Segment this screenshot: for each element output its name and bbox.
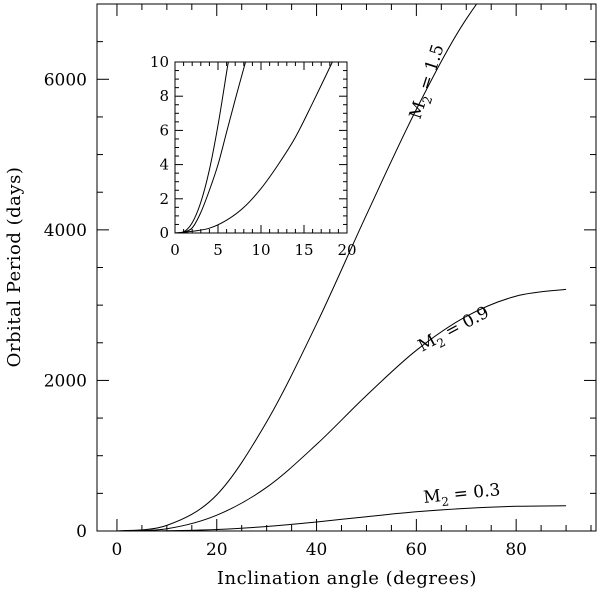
- inset-y-tick-label: 10: [150, 53, 169, 71]
- inset-x-tick-label: 15: [294, 241, 313, 259]
- x-tick-label: 60: [406, 540, 428, 560]
- y-tick-label: 0: [76, 522, 87, 542]
- inset-y-tick-label: 0: [159, 224, 169, 242]
- y-tick-label: 2000: [44, 371, 87, 391]
- inset-series-line-2: [175, 62, 247, 233]
- inset-y-tick-label: 6: [159, 121, 169, 139]
- inset-ticks: 0 5 10 15 20 0 2 4 6 8 10: [150, 53, 357, 259]
- y-axis-title: Orbital Period (days): [4, 167, 25, 368]
- x-tick-label: 20: [206, 540, 228, 560]
- main-annotations: M2 = 1.5 M2 = 0.9 M2 = 0.3: [406, 42, 502, 511]
- series-label-3: M2 = 0.3: [422, 480, 501, 511]
- inset-x-tick-label: 5: [213, 241, 223, 259]
- inset-y-tick-label: 2: [159, 190, 169, 208]
- x-tick-label: 0: [112, 540, 123, 560]
- series-label-2: M2 = 0.9: [415, 303, 494, 360]
- series-line-1: [116, 505, 567, 531]
- series-label-1: M2 = 1.5: [406, 42, 452, 122]
- x-tick-label: 40: [306, 540, 328, 560]
- inset-series-line-3: [175, 62, 333, 233]
- series-line-3: [116, 4, 478, 531]
- series-line-2: [116, 288, 567, 531]
- inset-curves: [175, 62, 333, 233]
- x-tick-label: 80: [505, 540, 527, 560]
- y-tick-label: 4000: [44, 221, 87, 241]
- y-tick-label: 6000: [44, 70, 87, 90]
- x-axis-title: Inclination angle (degrees): [217, 568, 477, 589]
- inset-x-tick-label: 20: [337, 241, 356, 259]
- inset-y-tick-label: 4: [159, 156, 169, 174]
- inset-x-tick-label: 0: [170, 241, 180, 259]
- inset-y-tick-label: 8: [159, 87, 169, 105]
- main-curves: [116, 4, 567, 531]
- inset-x-tick-label: 10: [251, 241, 270, 259]
- inset-plot-frame: [174, 61, 348, 234]
